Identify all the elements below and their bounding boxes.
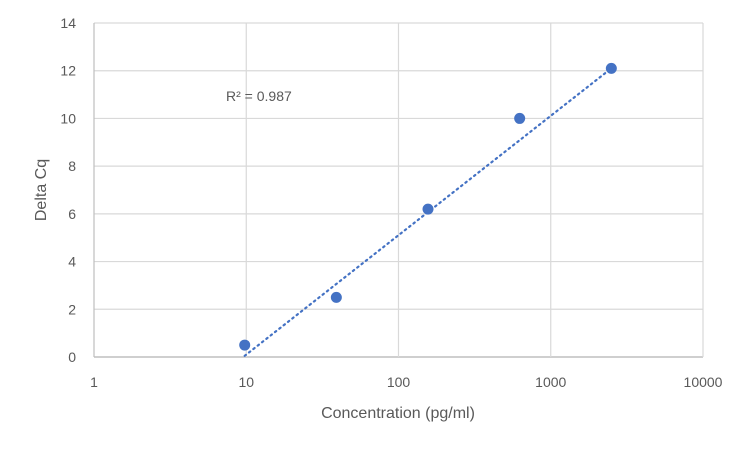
data-point: [422, 203, 434, 215]
y-tick-label: 12: [60, 63, 76, 79]
grid-lines: [93, 22, 704, 358]
y-axis-title: Delta Cq: [33, 159, 50, 221]
data-point: [330, 291, 342, 303]
y-tick-label: 0: [68, 349, 76, 365]
x-tick-label: 1: [90, 374, 98, 390]
x-tick-label: 100: [387, 374, 411, 390]
r-squared-annotation: R² = 0.987: [226, 88, 292, 104]
data-point: [239, 339, 251, 351]
y-tick-label: 8: [68, 158, 76, 174]
x-axis-ticks: 1 10 100 1000 10000: [90, 374, 723, 390]
data-point: [514, 112, 526, 124]
y-tick-label: 2: [68, 301, 76, 317]
x-tick-label: 1000: [535, 374, 566, 390]
y-tick-label: 4: [68, 254, 76, 270]
y-tick-label: 14: [60, 15, 76, 31]
y-tick-label: 6: [68, 206, 76, 222]
data-points: [239, 62, 617, 351]
x-tick-label: 10: [238, 374, 254, 390]
x-tick-label: 10000: [684, 374, 723, 390]
y-tick-label: 10: [60, 110, 76, 126]
x-axis-title: Concentration (pg/ml): [321, 405, 475, 422]
y-axis-ticks: 0 2 4 6 8 10 12 14: [60, 15, 76, 365]
data-point: [605, 62, 617, 74]
